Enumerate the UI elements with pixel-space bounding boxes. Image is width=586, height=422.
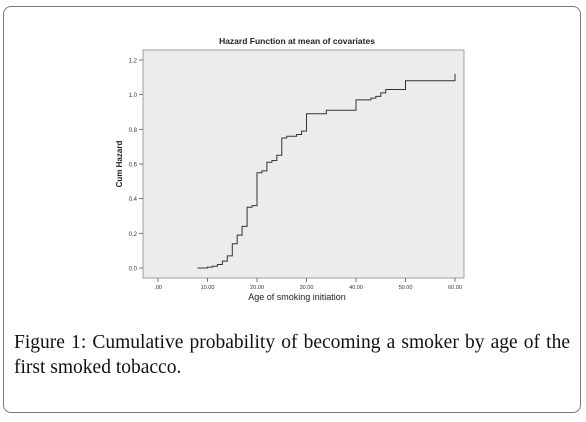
y-tick-label: 0.8 bbox=[129, 128, 138, 134]
x-tick-label: 30.00 bbox=[300, 285, 314, 291]
x-tick-label: 40.00 bbox=[349, 285, 363, 291]
x-tick-label: 50.00 bbox=[399, 285, 413, 291]
y-tick-label: 0.0 bbox=[129, 267, 138, 273]
y-axis-label: Cum Hazard bbox=[115, 141, 124, 188]
x-axis-label: Age of smoking initiation bbox=[248, 292, 346, 302]
y-tick-label: 0.4 bbox=[129, 197, 138, 203]
y-tick-label: 1.0 bbox=[129, 93, 138, 99]
plot-area bbox=[142, 49, 465, 279]
y-axis: 0.0 0.2 0.4 0.6 0.8 1.0 1.2 bbox=[129, 59, 143, 273]
chart-title: Hazard Function at mean of covariates bbox=[219, 36, 375, 46]
y-tick-label: 0.6 bbox=[129, 163, 138, 169]
hazard-chart: Hazard Function at mean of covariates 0.… bbox=[115, 36, 465, 302]
x-tick-label: .00 bbox=[154, 285, 162, 291]
x-tick-label: 20.00 bbox=[250, 285, 264, 291]
caption-label: Figure 1 bbox=[14, 332, 81, 353]
figure-caption: Figure 1: Cumulative probability of beco… bbox=[14, 330, 570, 380]
x-axis: .00 10.00 20.00 30.00 40.00 50.00 60.00 bbox=[154, 278, 462, 291]
x-tick-label: 60.00 bbox=[448, 285, 462, 291]
hazard-step-line bbox=[197, 73, 456, 269]
y-tick-label: 0.2 bbox=[129, 232, 138, 238]
x-tick-label: 10.00 bbox=[201, 285, 215, 291]
caption-text: : Cumulative probability of becoming a s… bbox=[14, 332, 570, 378]
y-tick-label: 1.2 bbox=[129, 59, 138, 65]
